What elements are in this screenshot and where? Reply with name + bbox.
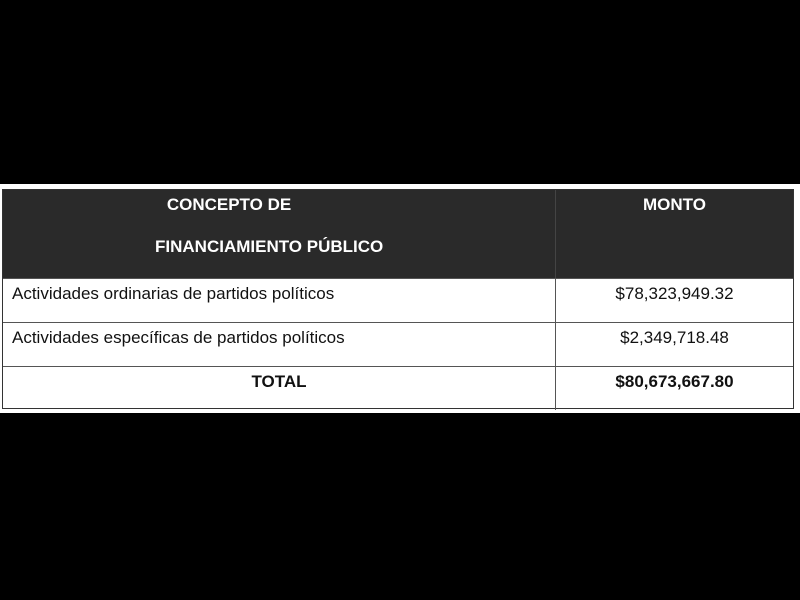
- row-concept: Actividades específicas de partidos polí…: [12, 328, 345, 347]
- header-amount-cell: MONTO: [555, 190, 793, 278]
- header-concept-line1: CONCEPTO DE: [166, 195, 292, 214]
- total-row: TOTAL $80,673,667.80: [3, 366, 793, 410]
- header-amount: MONTO: [643, 195, 706, 214]
- total-label: TOTAL: [251, 372, 307, 391]
- row-amount: $78,323,949.32: [615, 284, 734, 303]
- header-concept-cell: CONCEPTO DE FINANCIAMIENTO PÚBLICO: [3, 190, 555, 278]
- row-concept: Actividades ordinarias de partidos polít…: [12, 284, 335, 303]
- table-row: Actividades ordinarias de partidos polít…: [3, 278, 793, 322]
- row-amount: $2,349,718.48: [620, 328, 729, 347]
- table-header: CONCEPTO DE FINANCIAMIENTO PÚBLICO MONTO: [3, 190, 793, 278]
- total-amount: $80,673,667.80: [615, 372, 734, 391]
- table-row: Actividades específicas de partidos polí…: [3, 322, 793, 366]
- header-concept-line2: FINANCIAMIENTO PÚBLICO: [155, 237, 384, 256]
- funding-table: CONCEPTO DE FINANCIAMIENTO PÚBLICO MONTO…: [2, 189, 794, 410]
